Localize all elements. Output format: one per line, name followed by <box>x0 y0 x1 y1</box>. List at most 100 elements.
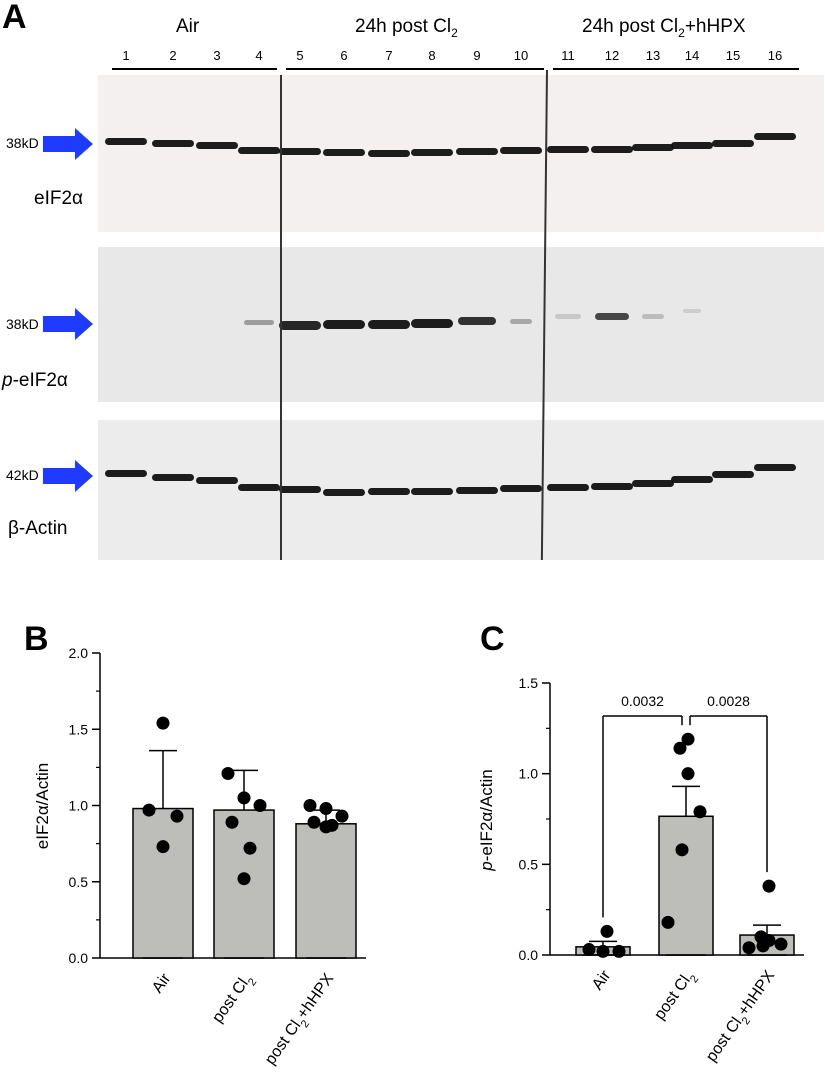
group-underline-post-cl2-hhpx <box>553 68 799 70</box>
blot-band <box>368 488 410 495</box>
blot-band <box>279 148 321 155</box>
blot-band <box>683 309 701 313</box>
blot-band <box>591 483 633 490</box>
blot-band <box>323 489 365 496</box>
lane-number: 16 <box>767 48 783 63</box>
data-point <box>142 803 156 817</box>
x-category-label: post Cl2+hHPX <box>703 967 783 1068</box>
group-label-air: Air <box>176 16 200 37</box>
x-category-label: post Cl2 <box>209 971 259 1029</box>
y-tick-label: 1.5 <box>69 721 89 737</box>
bar <box>132 807 194 959</box>
blot-band <box>411 488 453 495</box>
lane-number: 3 <box>213 48 221 63</box>
protein-label-beta-actin: β-Actin <box>8 518 68 539</box>
y-tick-label: 0.0 <box>69 950 89 966</box>
blot-beta-actin <box>98 420 824 560</box>
group-underline-post-cl2 <box>286 68 544 70</box>
kd-label-2: 38kD <box>6 316 39 332</box>
blot-band <box>500 147 542 154</box>
data-point <box>756 939 770 953</box>
arrow-right-icon <box>43 308 93 340</box>
lane-number: 12 <box>604 48 620 63</box>
group-underline-air <box>112 68 277 70</box>
y-tick-label: 1.5 <box>519 675 539 691</box>
data-point <box>156 840 170 854</box>
panel-b-letter: B <box>24 620 49 658</box>
lane-number: 14 <box>684 48 700 63</box>
protein-label-p-eif2a: p-eIF2α <box>2 370 68 391</box>
bar <box>295 823 357 959</box>
blot-band <box>152 474 194 481</box>
blot-band <box>152 140 194 147</box>
blot-band <box>196 142 238 149</box>
blot-band <box>547 484 589 491</box>
blot-p-eif2a <box>98 247 824 402</box>
data-point <box>596 944 610 958</box>
arrow-shape <box>43 460 93 492</box>
y-axis-label: p-eIF2α/Actin <box>477 769 496 872</box>
lane-number: 8 <box>428 48 436 63</box>
data-point <box>303 799 317 812</box>
data-point <box>243 841 257 855</box>
lane-number: 4 <box>255 48 263 63</box>
lane-number: 7 <box>385 48 393 63</box>
blot-band <box>105 138 147 145</box>
arrow-shape <box>43 308 93 340</box>
y-tick-label: 1.0 <box>69 798 89 814</box>
data-point <box>307 815 321 829</box>
blot-band <box>754 133 796 140</box>
blot-band <box>368 320 410 329</box>
blot-band <box>510 319 532 324</box>
x-category-label: post Cl2 <box>651 968 701 1026</box>
lane-number: 5 <box>296 48 304 63</box>
data-point <box>600 924 614 938</box>
data-point <box>225 815 239 829</box>
y-tick-label: 0.5 <box>519 856 539 872</box>
data-point <box>319 802 333 816</box>
data-point <box>693 805 707 819</box>
kd-label-1: 38kD <box>6 135 39 151</box>
data-point <box>237 872 251 886</box>
arrow-right-icon <box>43 460 93 492</box>
lane-number: 6 <box>340 48 348 63</box>
blot-band <box>671 142 713 149</box>
data-point <box>675 843 689 857</box>
blot-band <box>595 313 629 320</box>
y-tick-label: 2.0 <box>69 645 89 661</box>
group-label-post-cl2: 24h post Cl2 <box>355 16 458 40</box>
blot-band <box>632 480 674 487</box>
blot-band <box>105 470 147 477</box>
data-point <box>774 937 788 951</box>
blot-band <box>279 486 321 493</box>
lane-number: 2 <box>169 48 177 63</box>
lane-number: 1 <box>122 48 130 63</box>
blot-band <box>368 150 410 157</box>
protein-label-eif2a: eIF2α <box>34 188 84 209</box>
y-tick-label: 1.0 <box>519 766 539 782</box>
blot-band <box>547 146 589 153</box>
blot-band <box>238 484 280 491</box>
arrow-shape <box>43 128 93 160</box>
kd-label-3: 42kD <box>6 467 39 483</box>
blot-band <box>238 147 280 154</box>
data-point <box>170 809 184 823</box>
group-label-post-cl2-hhpx: 24h post Cl2+hHPX <box>582 16 746 40</box>
data-point <box>742 941 756 955</box>
lane-number: 9 <box>473 48 481 63</box>
lane-number: 13 <box>645 48 661 63</box>
x-category-label: Air <box>149 970 175 996</box>
separator-line-1 <box>280 75 282 560</box>
blot-band <box>632 144 674 151</box>
blot-band <box>712 471 754 478</box>
blot-band <box>456 148 498 155</box>
blot-band <box>456 487 498 494</box>
blot-band <box>500 485 542 492</box>
blot-band <box>712 140 754 147</box>
data-point <box>681 732 695 746</box>
blot-band <box>323 320 365 329</box>
y-tick-label: 0.0 <box>519 947 539 963</box>
blot-band <box>279 321 321 330</box>
data-point <box>673 741 687 755</box>
